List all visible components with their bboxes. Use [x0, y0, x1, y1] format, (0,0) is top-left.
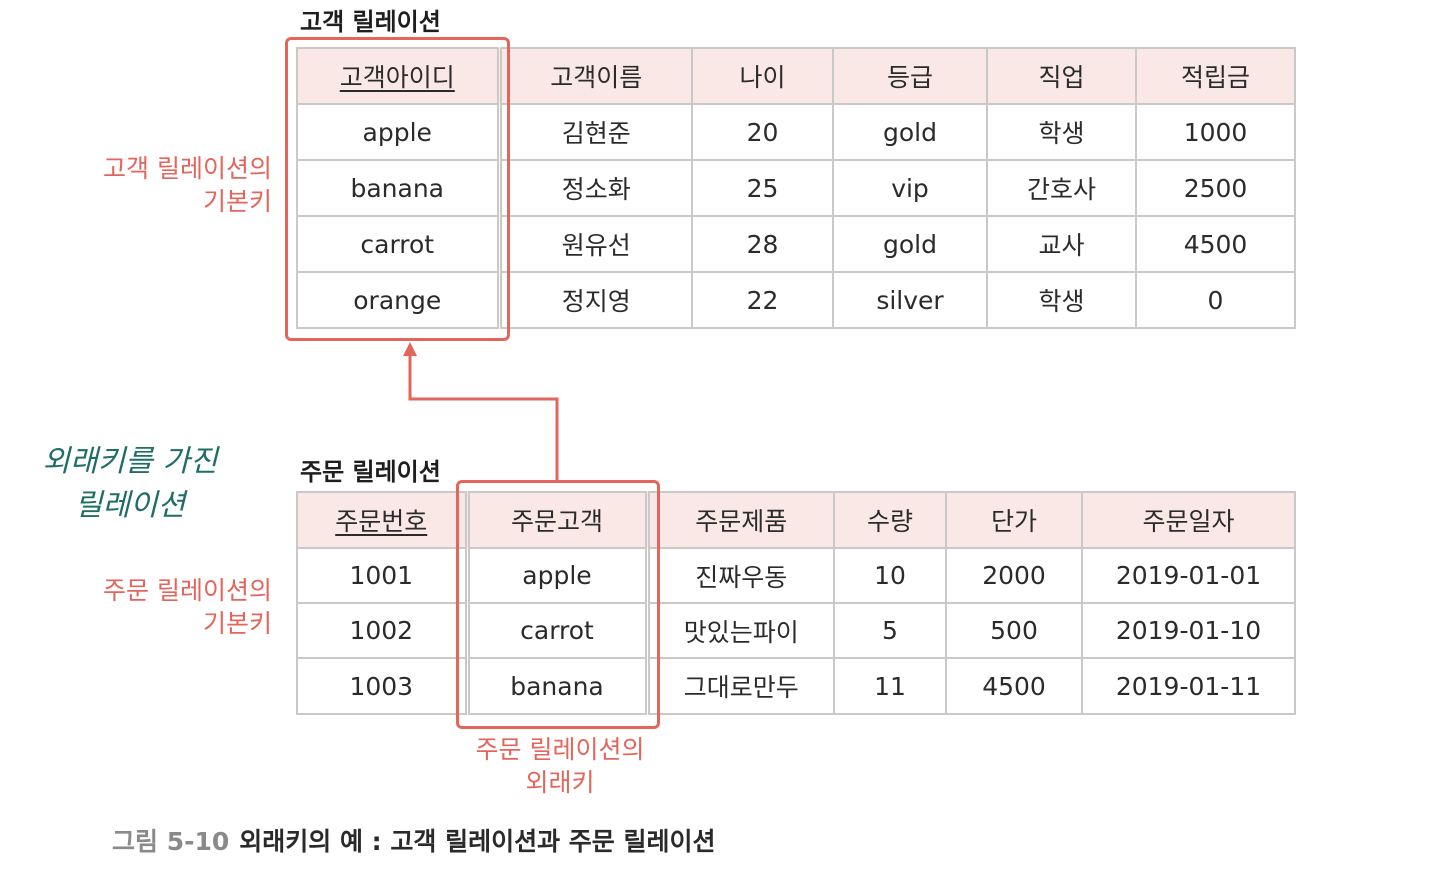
order-relation-title: 주문 릴레이션 [300, 458, 441, 486]
table-cell: silver [832, 271, 988, 329]
table-cell: banana [466, 657, 650, 715]
table-row: orange 정지영 22 silver 학생 0 [296, 271, 1296, 329]
customer-pk-note-line2: 기본키 [202, 187, 272, 216]
table-cell: 진짜우동 [646, 547, 835, 604]
table-cell: 교사 [986, 215, 1137, 273]
order-header-row: 주문번호 주문고객 주문제품 수량 단가 주문일자 [296, 491, 1296, 549]
order-header-customer: 주문고객 [466, 491, 650, 549]
table-cell: 2019-01-10 [1081, 602, 1296, 659]
table-cell: gold [832, 215, 988, 273]
table-cell: 학생 [986, 103, 1137, 161]
table-cell: 0 [1135, 271, 1296, 329]
table-cell: 김현준 [498, 103, 693, 161]
table-cell: 학생 [986, 271, 1137, 329]
table-cell: vip [832, 159, 988, 217]
table-cell: 맛있는파이 [646, 602, 835, 659]
handwritten-note-line2: 릴레이션 [74, 488, 186, 523]
order-header-product: 주문제품 [646, 491, 835, 549]
table-cell: 5 [833, 602, 947, 659]
table-cell: 1002 [296, 602, 470, 659]
reference-arrow-line [408, 355, 559, 480]
table-cell: carrot [466, 602, 650, 659]
order-pk-note: 주문 릴레이션의 기본키 [60, 574, 272, 640]
customer-pk-note: 고객 릴레이션의 기본키 [60, 152, 272, 218]
order-fk-highlight [456, 480, 660, 729]
order-header-number: 주문번호 [296, 491, 470, 549]
customer-table: 고객아이디 고객이름 나이 등급 직업 적립금 apple 김현준 20 gol… [296, 47, 1296, 329]
customer-relation-title: 고객 릴레이션 [300, 8, 441, 36]
reference-arrowhead [403, 342, 417, 356]
table-cell: gold [832, 103, 988, 161]
table-cell: 2500 [1135, 159, 1296, 217]
order-pk-note-line2: 기본키 [202, 609, 272, 638]
table-cell: 10 [833, 547, 947, 604]
handwritten-note: 외래키를 가진 릴레이션 [30, 440, 230, 528]
table-cell: 간호사 [986, 159, 1137, 217]
table-cell: 원유선 [498, 215, 693, 273]
order-fk-note-line1: 주문 릴레이션의 [475, 735, 645, 764]
table-cell: 4500 [1135, 215, 1296, 273]
customer-header-age: 나이 [691, 47, 834, 105]
table-cell: 정지영 [498, 271, 693, 329]
figure-number: 그림 5-10 [112, 827, 230, 856]
table-cell: 1003 [296, 657, 470, 715]
customer-header-job: 직업 [986, 47, 1137, 105]
table-cell: 4500 [945, 657, 1083, 715]
order-fk-note: 주문 릴레이션의 외래키 [458, 733, 662, 799]
customer-header-points: 적립금 [1135, 47, 1296, 105]
table-cell: 2019-01-11 [1081, 657, 1296, 715]
customer-pk-note-line1: 고객 릴레이션의 [103, 154, 272, 183]
table-cell: apple [466, 547, 650, 604]
table-row: carrot 원유선 28 gold 교사 4500 [296, 215, 1296, 273]
order-header-quantity: 수량 [833, 491, 947, 549]
table-cell: carrot [296, 215, 502, 273]
table-cell: 500 [945, 602, 1083, 659]
table-cell: 정소화 [498, 159, 693, 217]
customer-pk-highlight [285, 37, 510, 341]
customer-header-id: 고객아이디 [296, 47, 502, 105]
customer-header-row: 고객아이디 고객이름 나이 등급 직업 적립금 [296, 47, 1296, 105]
table-row: 1002 carrot 맛있는파이 5 500 2019-01-10 [296, 602, 1296, 659]
table-cell: banana [296, 159, 502, 217]
table-row: 1001 apple 진짜우동 10 2000 2019-01-01 [296, 547, 1296, 604]
order-pk-note-line1: 주문 릴레이션의 [103, 576, 272, 605]
handwritten-note-line1: 외래키를 가진 [42, 444, 218, 479]
table-cell: 1001 [296, 547, 470, 604]
figure-caption-text: 외래키의 예 : 고객 릴레이션과 주문 릴레이션 [239, 827, 716, 856]
table-row: apple 김현준 20 gold 학생 1000 [296, 103, 1296, 161]
order-header-price: 단가 [945, 491, 1083, 549]
order-fk-note-line2: 외래키 [525, 768, 595, 797]
customer-header-name: 고객이름 [498, 47, 693, 105]
table-cell: apple [296, 103, 502, 161]
figure-caption: 그림 5-10 외래키의 예 : 고객 릴레이션과 주문 릴레이션 [112, 822, 716, 858]
order-header-date: 주문일자 [1081, 491, 1296, 549]
customer-header-grade: 등급 [832, 47, 988, 105]
table-row: 1003 banana 그대로만두 11 4500 2019-01-11 [296, 657, 1296, 715]
table-cell: 2019-01-01 [1081, 547, 1296, 604]
table-cell: 11 [833, 657, 947, 715]
table-cell: 그대로만두 [646, 657, 835, 715]
order-table: 주문번호 주문고객 주문제품 수량 단가 주문일자 1001 apple 진짜우… [296, 491, 1296, 715]
table-cell: 2000 [945, 547, 1083, 604]
table-cell: 1000 [1135, 103, 1296, 161]
table-cell: orange [296, 271, 502, 329]
table-cell: 22 [691, 271, 834, 329]
table-cell: 28 [691, 215, 834, 273]
table-cell: 20 [691, 103, 834, 161]
table-cell: 25 [691, 159, 834, 217]
table-row: banana 정소화 25 vip 간호사 2500 [296, 159, 1296, 217]
